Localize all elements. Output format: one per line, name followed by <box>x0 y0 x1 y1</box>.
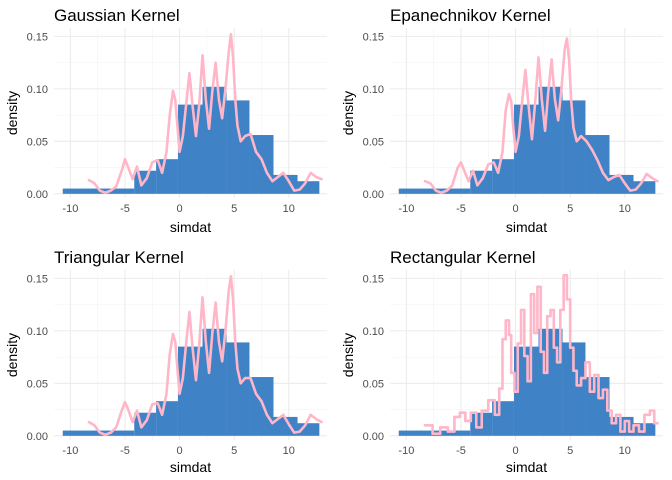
x-tick-label: 5 <box>231 445 237 457</box>
y-tick-labels: 0.00 0.05 0.10 0.15 <box>363 31 384 200</box>
x-axis-title: simdat <box>506 459 547 475</box>
histogram-bar <box>226 100 250 194</box>
histogram-bar <box>226 342 250 436</box>
histogram-bar <box>449 188 471 194</box>
histogram-bar <box>62 430 114 436</box>
panel-title: Triangular Kernel <box>54 248 184 267</box>
x-tick-label: -5 <box>456 445 466 457</box>
x-tick-label: 5 <box>567 203 573 215</box>
histogram-bar <box>62 188 114 194</box>
x-tick-label: 5 <box>567 445 573 457</box>
histogram-bar <box>398 430 450 436</box>
histogram-bar <box>113 188 135 194</box>
y-tick-label: 0.00 <box>27 431 48 443</box>
x-tick-labels: -10 -5 0 5 10 <box>398 203 630 215</box>
y-tick-label: 0.00 <box>363 189 384 201</box>
density-curve <box>423 37 659 195</box>
histogram-bars <box>62 86 320 194</box>
x-tick-label: 10 <box>619 203 631 215</box>
y-tick-labels: 0.00 0.05 0.10 0.15 <box>27 31 48 200</box>
histogram-bar <box>113 430 135 436</box>
y-tick-label: 0.10 <box>363 326 384 338</box>
x-tick-label: 10 <box>283 445 295 457</box>
x-tick-label: -10 <box>398 203 414 215</box>
x-tick-label: -10 <box>398 445 414 457</box>
x-tick-label: 0 <box>513 445 519 457</box>
x-tick-label: 5 <box>231 203 237 215</box>
y-tick-label: 0.10 <box>27 84 48 96</box>
y-tick-labels: 0.00 0.05 0.10 0.15 <box>27 273 48 442</box>
histogram-bar <box>449 430 471 436</box>
x-tick-label: -5 <box>456 203 466 215</box>
x-tick-labels: -10 -5 0 5 10 <box>62 445 294 457</box>
y-tick-label: 0.10 <box>363 84 384 96</box>
facet-panel-2: -10 -5 0 5 10 0.00 0.05 0.10 0.15 Epanechnikov Ke… <box>340 6 663 235</box>
x-tick-label: 0 <box>177 203 183 215</box>
histogram-bar <box>562 342 586 436</box>
x-axis-title: simdat <box>170 459 211 475</box>
x-tick-label: -5 <box>120 445 130 457</box>
y-tick-label: 0.10 <box>27 326 48 338</box>
x-tick-labels: -10 -5 0 5 10 <box>62 203 294 215</box>
y-tick-label: 0.00 <box>27 189 48 201</box>
x-tick-label: 0 <box>513 203 519 215</box>
x-tick-label: -10 <box>62 203 78 215</box>
density-curve <box>87 275 323 437</box>
histogram-bar <box>562 100 586 194</box>
panel-title: Rectangular Kernel <box>390 248 536 267</box>
y-tick-label: 0.15 <box>363 31 384 43</box>
y-tick-label: 0.05 <box>363 136 384 148</box>
facet-panel-3: -10 -5 0 5 10 0.00 0.05 0.10 0.15 Triangular Kern… <box>4 248 327 475</box>
x-tick-label: 10 <box>619 445 631 457</box>
histogram-bar <box>273 174 298 194</box>
y-axis-title: density <box>340 91 356 135</box>
x-tick-label: -10 <box>62 445 78 457</box>
y-tick-label: 0.15 <box>27 273 48 285</box>
y-tick-label: 0.00 <box>363 431 384 443</box>
x-tick-labels: -10 -5 0 5 10 <box>398 445 630 457</box>
y-tick-label: 0.15 <box>27 31 48 43</box>
y-tick-label: 0.05 <box>363 378 384 390</box>
y-axis-title: density <box>4 333 20 377</box>
y-axis-title: density <box>340 333 356 377</box>
density-curve <box>423 273 659 435</box>
x-axis-title: simdat <box>506 219 547 235</box>
x-axis-title: simdat <box>170 219 211 235</box>
x-tick-label: 10 <box>283 203 295 215</box>
histogram-bar <box>492 401 514 436</box>
histogram-bar <box>273 416 298 436</box>
x-tick-label: -5 <box>120 203 130 215</box>
x-tick-label: 0 <box>177 445 183 457</box>
y-tick-labels: 0.00 0.05 0.10 0.15 <box>363 273 384 442</box>
facet-panel-4: -10 -5 0 5 10 0.00 0.05 0.10 0.15 Rectangular Ker… <box>340 248 663 475</box>
histogram-bar <box>538 328 563 436</box>
panel-title: Gaussian Kernel <box>54 6 180 25</box>
panel-title: Epanechnikov Kernel <box>390 6 551 25</box>
y-tick-label: 0.05 <box>27 378 48 390</box>
density-curve <box>87 33 323 195</box>
y-tick-label: 0.15 <box>363 273 384 285</box>
histogram-bar <box>398 188 450 194</box>
histogram-bars <box>62 328 320 436</box>
histogram-bar <box>492 159 514 194</box>
facet-panel-1: -10 -5 0 5 10 0.00 0.05 0.10 0.15 Gaussian Kernel… <box>4 6 327 235</box>
y-tick-label: 0.05 <box>27 136 48 148</box>
y-axis-title: density <box>4 91 20 135</box>
